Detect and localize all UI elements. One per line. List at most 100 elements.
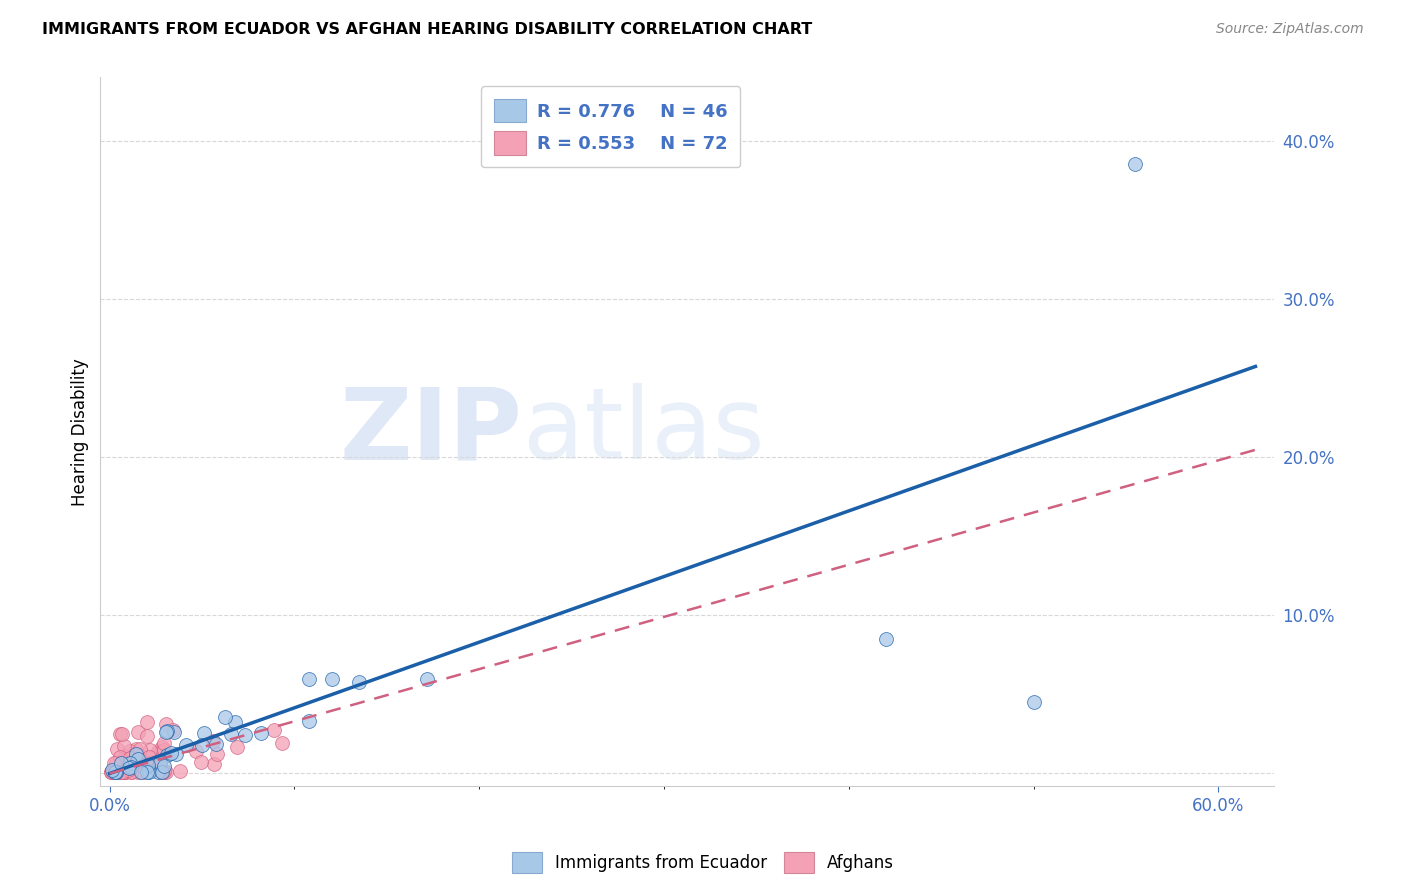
Point — [271, 736, 294, 750]
Point — [184, 744, 207, 758]
Point — [118, 756, 141, 771]
Point — [103, 756, 125, 770]
Point — [138, 764, 160, 779]
Point — [129, 741, 152, 756]
Point — [162, 723, 184, 737]
Point — [103, 764, 125, 779]
Point — [136, 764, 159, 779]
Point — [156, 723, 179, 738]
Point — [298, 714, 321, 728]
Point — [108, 749, 131, 764]
Point — [127, 725, 149, 739]
Point — [111, 764, 134, 779]
Point — [110, 764, 132, 779]
Point — [115, 764, 138, 779]
Point — [124, 747, 146, 761]
Text: ZIP: ZIP — [340, 384, 523, 480]
Point — [110, 764, 132, 779]
Point — [416, 672, 439, 686]
Point — [136, 730, 159, 744]
Point — [148, 758, 170, 772]
Point — [135, 760, 157, 774]
Point — [112, 764, 135, 779]
Point — [150, 739, 173, 754]
Point — [121, 747, 143, 762]
Point — [155, 716, 177, 731]
Point — [146, 744, 169, 758]
Point — [169, 764, 191, 778]
Legend: Immigrants from Ecuador, Afghans: Immigrants from Ecuador, Afghans — [505, 846, 901, 880]
Point — [129, 764, 152, 779]
Point — [114, 759, 136, 773]
Point — [152, 743, 174, 757]
Point — [117, 763, 139, 777]
Point — [111, 727, 134, 741]
Point — [132, 764, 155, 779]
Point — [163, 725, 186, 739]
Point — [100, 763, 122, 777]
Point — [120, 764, 142, 779]
Point — [233, 728, 256, 742]
Point — [128, 747, 150, 762]
Point — [114, 764, 136, 779]
Point — [100, 764, 122, 779]
Point — [150, 745, 173, 759]
Point — [156, 748, 179, 763]
Point — [152, 758, 174, 772]
Point — [104, 764, 127, 779]
Point — [104, 764, 127, 779]
Point — [149, 764, 172, 779]
Point — [112, 739, 135, 753]
Point — [136, 714, 159, 729]
Point — [193, 725, 215, 739]
Point — [263, 723, 285, 738]
Point — [146, 763, 169, 777]
Point — [347, 674, 370, 689]
Point — [127, 762, 149, 776]
Point — [153, 764, 176, 778]
Point — [1123, 157, 1146, 171]
Point — [190, 739, 212, 753]
Text: IMMIGRANTS FROM ECUADOR VS AFGHAN HEARING DISABILITY CORRELATION CHART: IMMIGRANTS FROM ECUADOR VS AFGHAN HEARIN… — [42, 22, 813, 37]
Point — [121, 764, 143, 779]
Point — [120, 751, 142, 765]
Point — [125, 756, 148, 771]
Point — [139, 742, 162, 756]
Point — [107, 742, 129, 756]
Point — [165, 747, 187, 761]
Point — [146, 764, 169, 779]
Point — [114, 764, 136, 779]
Point — [122, 761, 145, 775]
Point — [153, 736, 176, 750]
Point — [101, 764, 124, 779]
Point — [105, 764, 128, 779]
Text: atlas: atlas — [523, 384, 765, 480]
Point — [221, 727, 243, 741]
Point — [135, 756, 157, 771]
Point — [155, 764, 177, 779]
Point — [125, 741, 148, 756]
Point — [118, 761, 141, 775]
Point — [131, 754, 153, 768]
Point — [250, 726, 273, 740]
Text: Source: ZipAtlas.com: Source: ZipAtlas.com — [1216, 22, 1364, 37]
Point — [120, 744, 142, 758]
Point — [110, 756, 132, 770]
Legend: R = 0.776    N = 46, R = 0.553    N = 72: R = 0.776 N = 46, R = 0.553 N = 72 — [481, 87, 741, 167]
Point — [150, 764, 173, 779]
Point — [298, 672, 321, 686]
Point — [207, 747, 229, 761]
Point — [155, 725, 177, 739]
Point — [201, 734, 224, 748]
Point — [214, 710, 236, 724]
Point — [101, 764, 124, 779]
Point — [875, 632, 897, 646]
Point — [138, 757, 160, 772]
Point — [190, 755, 212, 769]
Point — [124, 755, 146, 769]
Point — [1022, 695, 1045, 709]
Point — [114, 750, 136, 764]
Point — [225, 740, 247, 755]
Point — [321, 672, 343, 686]
Point — [205, 737, 228, 751]
